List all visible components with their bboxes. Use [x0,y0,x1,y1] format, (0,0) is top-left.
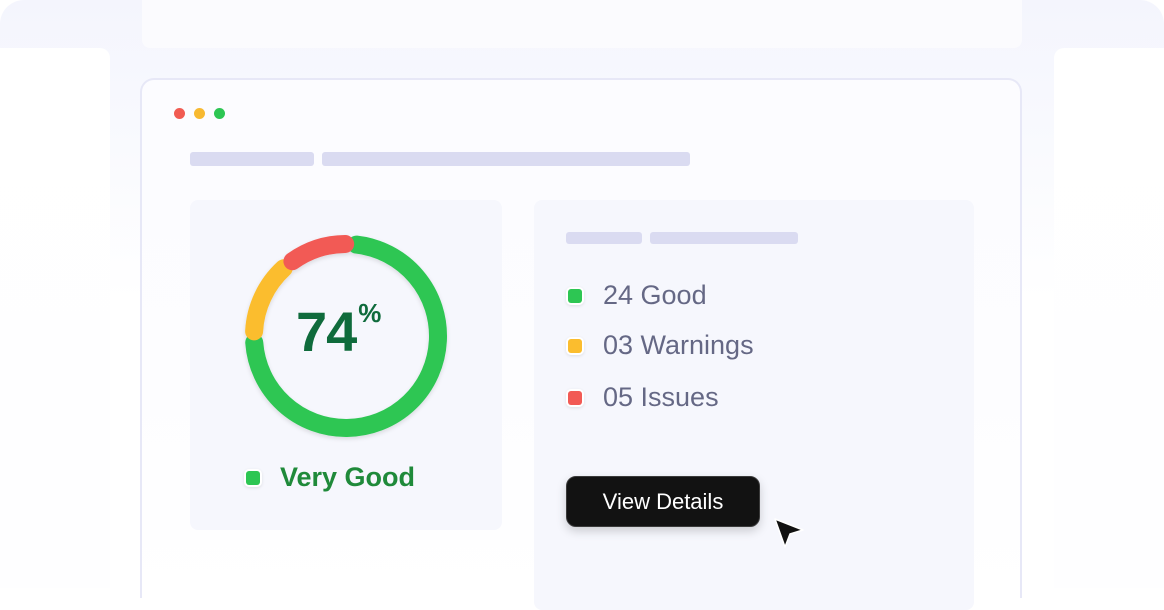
right-side-panel [1054,48,1164,588]
score-card: 74% Very Good [190,200,502,530]
gauge-segment-issue [283,235,355,271]
score-rating: Very Good [246,462,415,493]
summary-placeholder-long [650,232,798,244]
close-dot-icon[interactable] [174,108,185,119]
score-value: 74 [296,300,357,363]
stat-good-label: 24 Good [603,280,707,310]
gauge-segment-warning [245,259,293,341]
minimize-dot-icon[interactable] [194,108,205,119]
left-side-panel [0,48,110,588]
gauge-segment-good [245,235,447,437]
stat-warnings-label: 03 Warnings [603,330,754,360]
maximize-dot-icon[interactable] [214,108,225,119]
red-square-icon [568,390,582,405]
percent-sign: % [358,298,382,328]
summary-card: 24 Good 03 Warnings 05 Issues View Detai… [534,200,974,610]
cursor-arrow-icon [774,518,804,548]
stat-issues-label: 05 Issues [603,382,719,412]
score-percentage: 74% [296,300,381,360]
header-placeholder-short [190,152,314,166]
rating-label: Very Good [280,462,416,492]
stat-warnings: 03 Warnings [568,330,754,361]
green-square-icon [568,288,582,303]
app-window: 74% Very Good 24 Good 03 Warnings 05 Iss… [140,78,1022,610]
score-gauge [245,235,447,437]
green-square-icon [246,470,260,485]
view-details-button[interactable]: View Details [566,476,760,527]
top-bar [142,0,1022,48]
stat-issues: 05 Issues [568,382,719,413]
summary-placeholder-short [566,232,642,244]
header-placeholder-long [322,152,690,166]
stat-good: 24 Good [568,280,707,311]
yellow-square-icon [568,338,582,353]
